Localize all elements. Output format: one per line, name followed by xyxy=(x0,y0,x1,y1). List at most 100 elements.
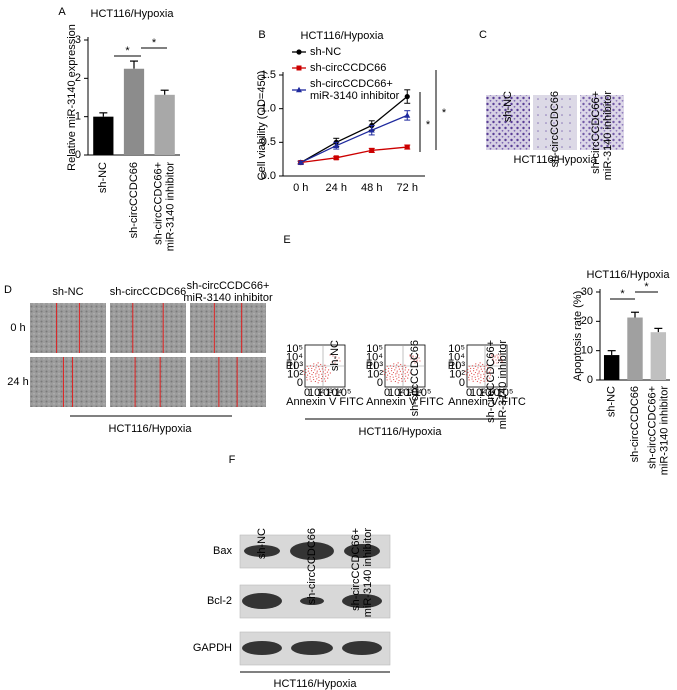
flow-event xyxy=(486,378,488,380)
flow-event xyxy=(494,356,496,358)
flow-event xyxy=(321,365,323,368)
flow-event xyxy=(306,365,308,367)
flow-y-tick: 10² xyxy=(287,368,303,380)
flow-event xyxy=(398,368,400,370)
flow-event xyxy=(393,363,395,365)
bar xyxy=(627,317,643,380)
flow-event xyxy=(480,379,482,382)
flow-event xyxy=(392,371,395,374)
x-tick-label: sh-circCCDC66+miR-3140 inhibitor xyxy=(153,162,177,252)
flow-x-tick: 10⁴ xyxy=(326,387,343,399)
flow-event xyxy=(490,369,492,371)
column-label: sh-circCCDC66 xyxy=(306,528,318,604)
flow-event xyxy=(315,373,317,375)
bar xyxy=(154,94,175,155)
x-tick-label: 0 h xyxy=(293,182,308,194)
y-tick-label: 0 xyxy=(75,149,81,161)
flow-event xyxy=(391,373,393,376)
flow-event xyxy=(306,379,308,381)
y-tick-label: 2 xyxy=(75,72,81,84)
flow-event xyxy=(405,375,407,377)
flow-event xyxy=(317,382,319,384)
flow-y-tick: 10³ xyxy=(287,360,303,372)
flow-event xyxy=(409,354,411,356)
row-label: 24 h xyxy=(7,376,28,388)
flow-event xyxy=(478,364,480,366)
legend-marker xyxy=(296,86,302,93)
flow-event xyxy=(326,371,329,373)
flow-event xyxy=(392,365,395,367)
flow-event xyxy=(329,372,331,374)
flow-y-tick: 10⁴ xyxy=(448,351,465,363)
transwell-image xyxy=(486,95,530,150)
chart-title: HCT116/Hypoxia xyxy=(587,269,671,281)
point xyxy=(404,144,410,150)
flow-event xyxy=(331,361,333,363)
flow-event xyxy=(472,380,474,382)
caption: HCT116/Hypoxia xyxy=(274,678,358,690)
flow-event xyxy=(487,375,489,377)
flow-event xyxy=(390,380,392,382)
column-label: sh-circCCDC66+miR-3140 inhibitor xyxy=(350,528,374,618)
flow-event xyxy=(312,365,315,367)
flow-x-tick: 10⁵ xyxy=(497,387,514,399)
flow-event xyxy=(320,378,323,380)
flow-event xyxy=(479,382,481,384)
bar xyxy=(603,355,620,380)
flow-event xyxy=(483,368,485,370)
flow-event xyxy=(305,371,307,374)
flow-event xyxy=(416,360,418,362)
y-tick-label: 3 xyxy=(75,34,81,46)
flow-y-tick: 10⁵ xyxy=(366,343,383,355)
wound-image xyxy=(30,357,106,407)
flow-event xyxy=(414,362,416,364)
flow-event xyxy=(383,374,385,376)
flow-event xyxy=(334,362,336,364)
flow-event xyxy=(473,373,475,376)
flow-x-tick: 10³ xyxy=(397,387,413,399)
flow-event xyxy=(477,375,479,377)
flow-x-tick: 10⁴ xyxy=(488,387,505,399)
x-tick-label: sh-NC xyxy=(97,162,109,193)
flow-event xyxy=(307,370,309,372)
flow-event xyxy=(501,361,503,363)
flow-event xyxy=(302,370,304,372)
significance-star: * xyxy=(644,281,649,293)
flow-event xyxy=(496,362,498,364)
wound-image xyxy=(190,357,266,407)
flow-event xyxy=(386,379,388,381)
flow-event xyxy=(402,371,404,373)
flow-y-tick: 10⁵ xyxy=(286,343,303,355)
flow-event xyxy=(309,378,311,380)
flow-event xyxy=(394,369,396,371)
flow-event xyxy=(401,365,403,368)
flow-event xyxy=(413,359,415,361)
flow-event xyxy=(398,374,400,376)
flow-event xyxy=(382,370,384,372)
flow-x-tick: 10⁵ xyxy=(415,387,432,399)
flow-event xyxy=(399,370,401,372)
flow-event xyxy=(494,355,496,357)
blot-band xyxy=(291,641,333,655)
flow-event xyxy=(387,370,389,372)
flow-event xyxy=(305,368,307,371)
flow-event xyxy=(392,376,394,378)
flow-event xyxy=(412,355,414,357)
bar xyxy=(650,332,667,380)
caption: HCT116/Hypoxia xyxy=(514,154,598,166)
flow-event xyxy=(388,372,391,374)
flow-y-tick: 10³ xyxy=(367,360,383,372)
flow-event xyxy=(471,378,473,380)
flow-y-tick: 10² xyxy=(449,368,465,380)
flow-event xyxy=(483,380,485,382)
flow-event xyxy=(491,354,493,356)
flow-event xyxy=(401,368,403,370)
flow-event xyxy=(481,370,483,372)
flow-event xyxy=(468,365,470,367)
flow-event xyxy=(419,360,421,362)
flow-event xyxy=(309,376,311,378)
flow-event xyxy=(475,378,477,381)
flow-event xyxy=(401,375,404,378)
series-line xyxy=(300,146,408,164)
